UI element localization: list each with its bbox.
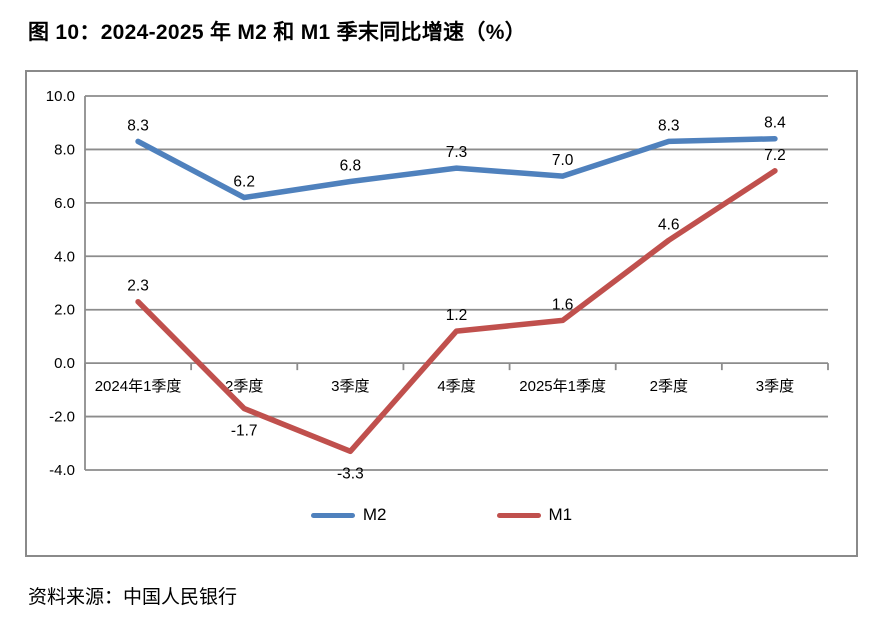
data-label-m2: 6.8 — [340, 157, 362, 174]
chart-frame: 10.0 8.0 6.0 4.0 2.0 0.0 -2.0 -4.0 2024年1季度 2季度 3季… — [25, 70, 858, 557]
y-axis-tick-label: -2.0 — [49, 409, 75, 426]
y-axis-tick-label: 0.0 — [54, 355, 75, 372]
data-label-m2: 6.2 — [233, 174, 255, 191]
x-axis-category-label: 2024年1季度 — [95, 378, 182, 395]
data-label-m2: 7.3 — [446, 144, 468, 161]
m1-line-swatch — [496, 512, 541, 518]
data-label-m1: 1.6 — [552, 296, 574, 313]
y-axis-tick-label: 4.0 — [54, 248, 75, 265]
y-axis-tick-label: -4.0 — [49, 462, 75, 479]
data-label-m2: 8.4 — [764, 115, 786, 132]
x-axis-category-label: 4季度 — [437, 378, 475, 395]
m2-line-swatch — [310, 512, 355, 518]
data-label-m1: -1.7 — [231, 423, 258, 440]
legend-item-m2: M2 — [310, 505, 387, 525]
y-axis-tick-label: 6.0 — [54, 195, 75, 212]
data-label-m1: 1.2 — [446, 307, 468, 324]
legend-label-m2: M2 — [362, 505, 387, 524]
legend-item-m1: M1 — [496, 505, 573, 525]
series-line-m2 — [135, 135, 778, 201]
y-axis-tick-label: 8.0 — [54, 141, 75, 158]
x-axis-category-label: 2025年1季度 — [519, 378, 606, 395]
legend-label-m1: M1 — [548, 505, 573, 524]
data-label-m1: 2.3 — [127, 278, 149, 295]
data-label-m2: 7.0 — [552, 152, 574, 169]
data-label-m1: -3.3 — [337, 465, 364, 482]
x-axis-category-label: 2季度 — [225, 378, 263, 395]
data-label-m2: 8.3 — [658, 117, 680, 134]
data-label-m1: 4.6 — [658, 216, 680, 233]
source-note: 资料来源：中国人民银行 — [28, 587, 238, 608]
figure-title: 图 10：2024-2025 年 M2 和 M1 季末同比增速（%） — [28, 21, 527, 44]
line-chart: 10.0 8.0 6.0 4.0 2.0 0.0 -2.0 -4.0 2024年1季度 2季度 3季… — [46, 88, 829, 482]
chart-legend: M2 M1 — [27, 496, 856, 534]
data-label-m2: 8.3 — [127, 117, 149, 134]
x-axis-category-label: 3季度 — [331, 378, 369, 395]
y-axis-tick-label: 10.0 — [46, 88, 75, 105]
x-axis-category-label: 2季度 — [650, 378, 688, 395]
x-axis-category-label: 3季度 — [756, 378, 794, 395]
y-axis-tick-label: 2.0 — [54, 302, 75, 319]
series-line-m1 — [135, 168, 778, 455]
data-label-m1: 7.2 — [764, 147, 786, 164]
